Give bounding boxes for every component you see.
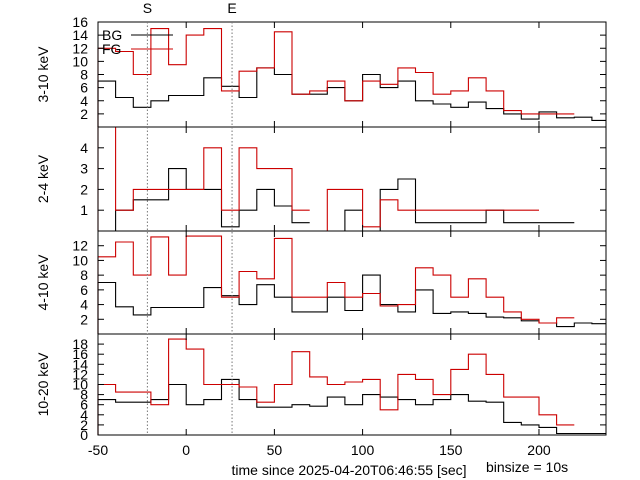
y-tick-label: 6 bbox=[80, 397, 88, 413]
x-axis-label: time since 2025-04-20T06:46:55 [sec] bbox=[231, 462, 466, 478]
y-tick-label: 4 bbox=[80, 297, 88, 313]
y-tick-label: 16 bbox=[72, 14, 88, 30]
y-tick-label: 12 bbox=[72, 366, 88, 382]
marker-label-s: S bbox=[143, 0, 152, 16]
panel-frame bbox=[97, 21, 607, 128]
y-tick-label: 2 bbox=[80, 311, 88, 327]
y-tick-label: 10 bbox=[72, 377, 88, 393]
series-fg-panel-2 bbox=[97, 126, 539, 231]
series-bg-panel-3 bbox=[97, 274, 606, 334]
legend-label-fg: FG bbox=[102, 41, 121, 57]
x-tick-label: 0 bbox=[182, 442, 190, 458]
x-tick-label: 50 bbox=[267, 442, 283, 458]
series-bg-panel-4 bbox=[97, 378, 606, 435]
y-tick-label: 2 bbox=[80, 106, 88, 122]
y-tick-label: 14 bbox=[72, 27, 88, 43]
binsize-note: binsize = 10s bbox=[486, 459, 568, 475]
y-tick-label: 4 bbox=[80, 407, 88, 423]
marker-label-e: E bbox=[227, 0, 236, 16]
y-tick-label: 4 bbox=[80, 140, 88, 156]
panel-frame bbox=[97, 230, 607, 335]
y-tick-label: 8 bbox=[80, 267, 88, 283]
x-tick-label: -50 bbox=[88, 442, 108, 458]
y-tick-label: 8 bbox=[80, 387, 88, 403]
y-tick-label: 3 bbox=[80, 161, 88, 177]
series-fg-panel-1 bbox=[97, 28, 575, 127]
y-tick-label: 18 bbox=[72, 336, 88, 352]
y-tick-label: 12 bbox=[72, 40, 88, 56]
y-tick-label: 6 bbox=[80, 80, 88, 96]
x-tick-label: 100 bbox=[351, 442, 375, 458]
y-axis-label: 2-4 keV bbox=[35, 154, 51, 203]
legend-label-bg: BG bbox=[102, 27, 122, 43]
x-tick-label: 150 bbox=[439, 442, 463, 458]
y-tick-label: 16 bbox=[72, 346, 88, 362]
y-tick-label: 4 bbox=[80, 93, 88, 109]
y-tick-label: 1 bbox=[80, 202, 88, 218]
y-axis-label: 4-10 keV bbox=[35, 254, 51, 311]
y-axis-label: 10-20 keV bbox=[35, 352, 51, 416]
panel-2: 1 2 3 4 2-4 keV bbox=[35, 126, 607, 232]
series-fg-panel-3 bbox=[97, 235, 575, 334]
y-tick-label: 12 bbox=[72, 238, 88, 254]
y-tick-label: 10 bbox=[72, 53, 88, 69]
series-bg-panel-2 bbox=[115, 168, 575, 231]
series-bg-panel-1 bbox=[97, 67, 606, 127]
y-tick-label: 2 bbox=[80, 417, 88, 433]
y-tick-label: 8 bbox=[80, 67, 88, 83]
panel-frame bbox=[97, 126, 607, 232]
y-tick-label: 0 bbox=[80, 427, 88, 443]
y-tick-label: 6 bbox=[80, 282, 88, 298]
y-tick-label: 14 bbox=[72, 356, 88, 372]
y-tick-label: 10 bbox=[72, 252, 88, 268]
y-axis-label: 3-10 keV bbox=[35, 46, 51, 103]
x-tick-label: 200 bbox=[527, 442, 551, 458]
y-tick-label: 2 bbox=[80, 181, 88, 197]
series-fg-panel-4 bbox=[97, 338, 575, 435]
